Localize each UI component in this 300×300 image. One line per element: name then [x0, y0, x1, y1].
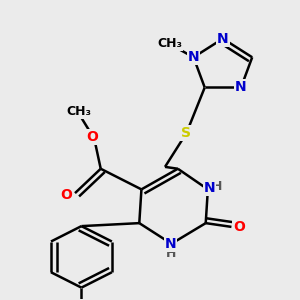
Text: N: N [204, 181, 215, 195]
Text: N: N [217, 32, 229, 46]
Text: O: O [233, 220, 245, 234]
Text: S: S [182, 126, 191, 140]
Text: CH₃: CH₃ [67, 105, 92, 118]
Text: O: O [61, 188, 72, 202]
Text: H: H [165, 247, 176, 260]
Text: N: N [165, 237, 176, 251]
Text: N: N [188, 50, 199, 64]
Text: N: N [235, 80, 247, 94]
Text: O: O [86, 130, 98, 144]
Text: CH₃: CH₃ [158, 37, 182, 50]
Text: H: H [212, 180, 223, 193]
